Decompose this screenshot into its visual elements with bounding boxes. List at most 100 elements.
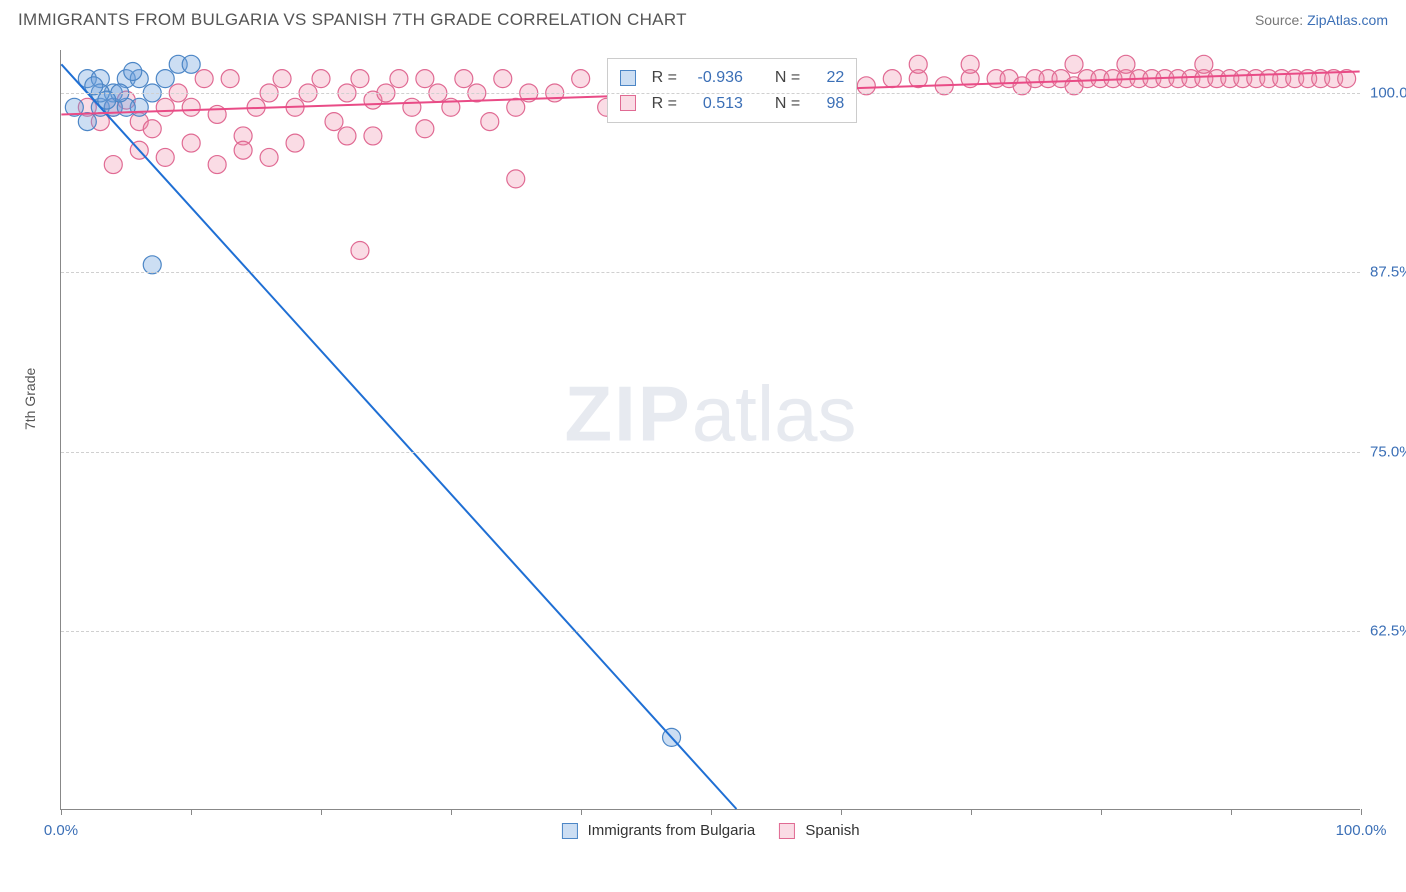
data-point: [117, 98, 135, 116]
data-point: [156, 98, 174, 116]
data-point: [1234, 70, 1252, 88]
data-point: [390, 70, 408, 88]
data-point: [1091, 70, 1109, 88]
data-point: [338, 127, 356, 145]
stats-n-label: N =: [775, 91, 800, 117]
legend-item-bulgaria: Immigrants from Bulgaria: [561, 822, 755, 839]
data-point: [1221, 70, 1239, 88]
plot-area: ZIPatlas R =-0.936N =22R =0.513N =98 Imm…: [60, 50, 1360, 810]
data-point: [130, 70, 148, 88]
data-point: [169, 55, 187, 73]
source-link[interactable]: ZipAtlas.com: [1307, 12, 1388, 28]
watermark: ZIPatlas: [564, 369, 856, 460]
svg-layer: [61, 50, 1360, 809]
xtick: [451, 809, 452, 815]
data-point: [909, 70, 927, 88]
data-point: [1195, 55, 1213, 73]
data-point: [1286, 70, 1304, 88]
data-point: [143, 120, 161, 138]
data-point: [156, 148, 174, 166]
data-point: [416, 120, 434, 138]
stats-r-value: 0.513: [687, 91, 743, 117]
data-point: [1117, 70, 1135, 88]
data-point: [234, 127, 252, 145]
xtick: [1101, 809, 1102, 815]
stats-swatch: [620, 70, 636, 86]
stats-n-value: 22: [810, 65, 844, 91]
x-axis-legend: Immigrants from Bulgaria Spanish: [561, 822, 859, 839]
watermark-atlas: atlas: [692, 370, 857, 458]
xtick: [1231, 809, 1232, 815]
data-point: [156, 70, 174, 88]
stats-r-label: R =: [652, 65, 677, 91]
stats-r-label: R =: [652, 91, 677, 117]
xtick: [711, 809, 712, 815]
trend-line: [61, 64, 736, 809]
data-point: [1156, 70, 1174, 88]
data-point: [91, 70, 109, 88]
data-point: [455, 70, 473, 88]
data-point: [1260, 70, 1278, 88]
legend-label-spanish: Spanish: [805, 822, 859, 839]
data-point: [961, 70, 979, 88]
data-point: [182, 55, 200, 73]
data-point: [1273, 70, 1291, 88]
data-point: [260, 148, 278, 166]
data-point: [1000, 70, 1018, 88]
data-point: [286, 134, 304, 152]
data-point: [351, 242, 369, 260]
chart-title: IMMIGRANTS FROM BULGARIA VS SPANISH 7TH …: [18, 10, 687, 30]
stats-n-label: N =: [775, 65, 800, 91]
data-point: [208, 105, 226, 123]
gridline: [61, 272, 1360, 273]
data-point: [494, 70, 512, 88]
data-point: [961, 55, 979, 73]
data-point: [91, 98, 109, 116]
data-point: [507, 170, 525, 188]
data-point: [78, 113, 96, 131]
data-point: [78, 70, 96, 88]
xtick: [321, 809, 322, 815]
data-point: [78, 98, 96, 116]
data-point: [195, 70, 213, 88]
xtick: [61, 809, 62, 815]
xtick: [1361, 809, 1362, 815]
data-point: [1208, 70, 1226, 88]
data-point: [1299, 70, 1317, 88]
data-point: [1312, 70, 1330, 88]
data-point: [124, 62, 142, 80]
ytick-label: 100.0%: [1370, 85, 1406, 102]
xtick: [581, 809, 582, 815]
data-point: [1143, 70, 1161, 88]
data-point: [91, 113, 109, 131]
xtick: [191, 809, 192, 815]
stats-r-value: -0.936: [687, 65, 743, 91]
data-point: [1130, 70, 1148, 88]
title-bar: IMMIGRANTS FROM BULGARIA VS SPANISH 7TH …: [18, 10, 1388, 30]
ytick-label: 87.5%: [1370, 264, 1406, 281]
stats-swatch: [620, 95, 636, 111]
data-point: [1078, 70, 1096, 88]
swatch-bulgaria: [561, 823, 577, 839]
data-point: [1052, 70, 1070, 88]
xtick-label: 0.0%: [44, 822, 78, 839]
data-point: [909, 55, 927, 73]
data-point: [104, 98, 122, 116]
data-point: [663, 728, 681, 746]
data-point: [208, 156, 226, 174]
data-point: [117, 70, 135, 88]
data-point: [234, 141, 252, 159]
data-point: [182, 98, 200, 116]
data-point: [286, 98, 304, 116]
data-point: [351, 70, 369, 88]
data-point: [130, 141, 148, 159]
data-point: [104, 98, 122, 116]
data-point: [416, 70, 434, 88]
ytick-label: 62.5%: [1370, 622, 1406, 639]
data-point: [883, 70, 901, 88]
data-point: [130, 113, 148, 131]
data-point: [1065, 55, 1083, 73]
stats-n-value: 98: [810, 91, 844, 117]
data-point: [325, 113, 343, 131]
gridline: [61, 452, 1360, 453]
